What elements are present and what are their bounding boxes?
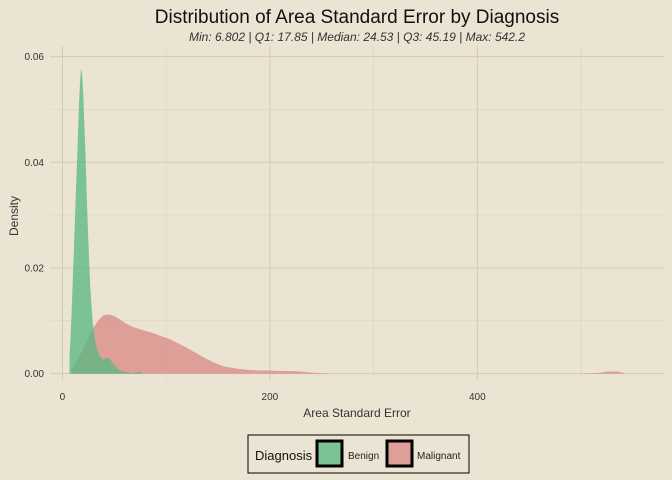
x-tick-label: 200 (262, 392, 279, 403)
legend-item-malignant: Malignant (385, 439, 461, 468)
legend-swatch-benign (315, 439, 344, 468)
legend-frame (247, 434, 470, 474)
grid-lines (50, 46, 664, 380)
x-tick-label: 0 (60, 392, 66, 403)
y-tick-label: 0.00 (25, 369, 45, 380)
legend-item-benign: Benign (315, 439, 379, 468)
y-tick-label: 0.06 (25, 52, 45, 63)
y-axis-label: Density (7, 196, 21, 236)
chart-subtitle: Min: 6.802 | Q1: 17.85 | Median: 24.53 |… (189, 30, 525, 44)
legend-label-benign: Benign (348, 451, 379, 462)
x-axis-label: Area Standard Error (303, 406, 410, 420)
axis-ticks: 0 200 400 0.00 0.02 0.04 0.06 (25, 52, 487, 403)
legend-title: Diagnosis (255, 448, 313, 463)
density-area-benign (69, 68, 143, 374)
y-tick-label: 0.02 (25, 263, 45, 274)
chart-title: Distribution of Area Standard Error by D… (155, 7, 559, 28)
legend-label-malignant: Malignant (417, 451, 461, 462)
legend-swatch-malignant (385, 439, 414, 468)
density-area-malignant (71, 314, 625, 374)
y-tick-label: 0.04 (25, 158, 45, 169)
legend: Diagnosis Benign Malignant (247, 434, 470, 474)
x-tick-label: 400 (469, 392, 486, 403)
density-areas (69, 68, 625, 374)
